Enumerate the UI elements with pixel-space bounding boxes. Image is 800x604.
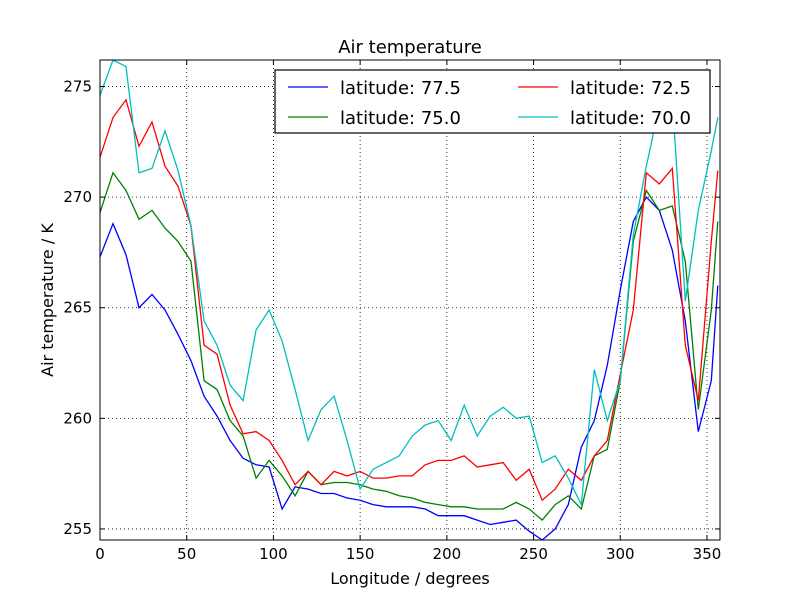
y-tick-label: 265 bbox=[63, 299, 92, 317]
y-tick-label: 260 bbox=[63, 409, 92, 427]
legend-label: latitude: 77.5 bbox=[340, 78, 461, 99]
legend-label: latitude: 70.0 bbox=[570, 108, 691, 129]
y-tick-label: 255 bbox=[63, 520, 92, 538]
x-tick-label: 150 bbox=[346, 545, 375, 563]
legend-box bbox=[274, 69, 711, 134]
x-tick-label: 300 bbox=[606, 545, 635, 563]
legend: latitude: 77.5 latitude: 75.0 latitude: 72… bbox=[274, 69, 711, 134]
series-lines bbox=[100, 60, 719, 540]
y-tick-label: 275 bbox=[63, 78, 92, 96]
x-tick-label: 0 bbox=[95, 545, 105, 563]
x-tick-label: 200 bbox=[433, 545, 462, 563]
y-tick-label: 270 bbox=[63, 188, 92, 206]
x-tick-label: 50 bbox=[177, 545, 196, 563]
legend-label: latitude: 72.5 bbox=[570, 78, 691, 99]
x-axis-label: Longitude / degrees bbox=[330, 569, 490, 588]
x-tick-label: 100 bbox=[259, 545, 288, 563]
series-line-0 bbox=[100, 196, 719, 540]
x-tick-label: 250 bbox=[519, 545, 548, 563]
plot-frame bbox=[99, 59, 721, 541]
x-tick-label: 350 bbox=[693, 545, 722, 563]
axis-ticks: 0 50 100 150 200 250 300 350 255 260 265 270 275 bbox=[63, 60, 721, 563]
series-line-1 bbox=[100, 171, 719, 522]
legend-label: latitude: 75.0 bbox=[340, 108, 461, 129]
series-line-3 bbox=[100, 60, 719, 507]
y-axis-label: Air temperature / K bbox=[38, 223, 57, 377]
chart-title: Air temperature bbox=[338, 37, 482, 58]
